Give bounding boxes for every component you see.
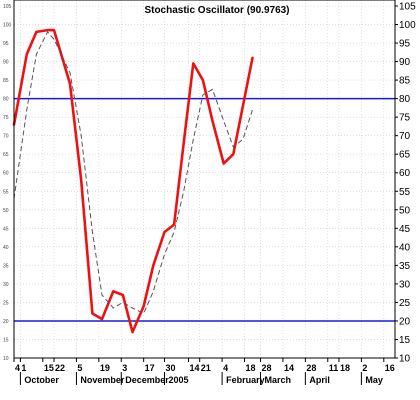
x-month-label: April [309, 375, 330, 385]
x-month-label: March [265, 375, 292, 385]
axis-layer: 1010151520202525303035354040454550505555… [3, 2, 416, 385]
y-tick-label-left: 35 [3, 263, 9, 269]
x-month-label: 2005 [168, 375, 188, 385]
y-tick-label-right: 20 [399, 316, 411, 327]
series-layer [12, 28, 254, 334]
x-month-label: October [24, 375, 59, 385]
y-tick-label-left: 45 [3, 226, 9, 232]
y-tick-label-left: 65 [3, 152, 9, 158]
y-tick-label-left: 105 [3, 4, 12, 10]
y-tick-label-right: 90 [399, 57, 411, 68]
reference-lines [14, 97, 395, 322]
chart-title: Stochastic Oscillator (90.9763) [144, 5, 289, 16]
y-tick-label-left: 75 [3, 115, 9, 121]
y-tick-label-left: 15 [3, 337, 9, 343]
y-tick-label-left: 85 [3, 78, 9, 84]
y-tick-label-left: 70 [3, 134, 9, 140]
y-tick-label-right: 65 [399, 150, 411, 161]
y-tick-label-left: 60 [3, 171, 9, 177]
y-tick-label-right: 80 [399, 94, 411, 105]
y-tick-label-left: 55 [3, 189, 9, 195]
y-tick-label-right: 25 [399, 298, 411, 309]
y-tick-label-left: 20 [3, 319, 9, 325]
y-tick-label-right: 45 [399, 224, 411, 235]
x-month-label: February [226, 375, 265, 385]
y-tick-label-right: 70 [399, 131, 411, 142]
x-tick-label: 18 [246, 363, 256, 373]
x-tick-label: 21 [201, 363, 211, 373]
y-tick-label-left: 40 [3, 245, 9, 251]
y-tick-label-left: 30 [3, 282, 9, 288]
y-tick-label-right: 10 [399, 354, 411, 365]
y-tick-label-right: 60 [399, 168, 411, 179]
y-tick-label-left: 80 [3, 97, 9, 103]
x-tick-label: 5 [77, 363, 82, 373]
x-tick-label: 18 [340, 363, 350, 373]
y-tick-label-right: 50 [399, 205, 411, 216]
x-tick-label: 4 [223, 363, 228, 373]
x-tick-label: 22 [55, 363, 65, 373]
x-month-label: December [125, 375, 169, 385]
y-tick-label-left: 90 [3, 60, 9, 66]
x-tick-label: 16 [385, 363, 395, 373]
y-tick-label-right: 100 [399, 20, 416, 31]
y-tick-label-right: 30 [399, 279, 411, 290]
x-tick-label: 15 [44, 363, 54, 373]
y-tick-label-left: 50 [3, 208, 9, 214]
x-tick-label: 2 [362, 363, 367, 373]
y-tick-label-right: 35 [399, 261, 411, 272]
x-month-label: November [80, 375, 125, 385]
x-tick-label: 14 [284, 363, 294, 373]
y-tick-label-right: 105 [399, 2, 416, 13]
y-tick-label-right: 85 [399, 76, 411, 87]
plot-frame [13, 0, 396, 359]
x-tick-label: 30 [165, 363, 175, 373]
x-tick-label: 3 [122, 363, 127, 373]
x-tick-label: 17 [145, 363, 155, 373]
x-tick-label: 28 [262, 363, 272, 373]
x-tick-label: 19 [100, 363, 110, 373]
series-line-signal [13, 31, 253, 315]
x-tick-label: 11 [329, 363, 339, 373]
y-tick-label-right: 55 [399, 187, 411, 198]
x-tick-label: 14 [189, 363, 199, 373]
y-tick-label-right: 40 [399, 242, 411, 253]
y-tick-label-left: 100 [3, 23, 12, 29]
x-tick-label: 4 [15, 363, 20, 373]
x-month-label: May [365, 375, 383, 385]
x-tick-label: 1 [21, 363, 26, 373]
y-tick-label-right: 75 [399, 113, 411, 124]
x-tick-label: 28 [306, 363, 316, 373]
y-tick-label-right: 15 [399, 335, 411, 346]
y-tick-label-right: 95 [399, 39, 411, 50]
y-tick-label-left: 25 [3, 300, 9, 306]
y-tick-label-left: 95 [3, 41, 9, 47]
y-tick-label-left: 10 [3, 356, 9, 362]
series-line-main [12, 28, 254, 334]
